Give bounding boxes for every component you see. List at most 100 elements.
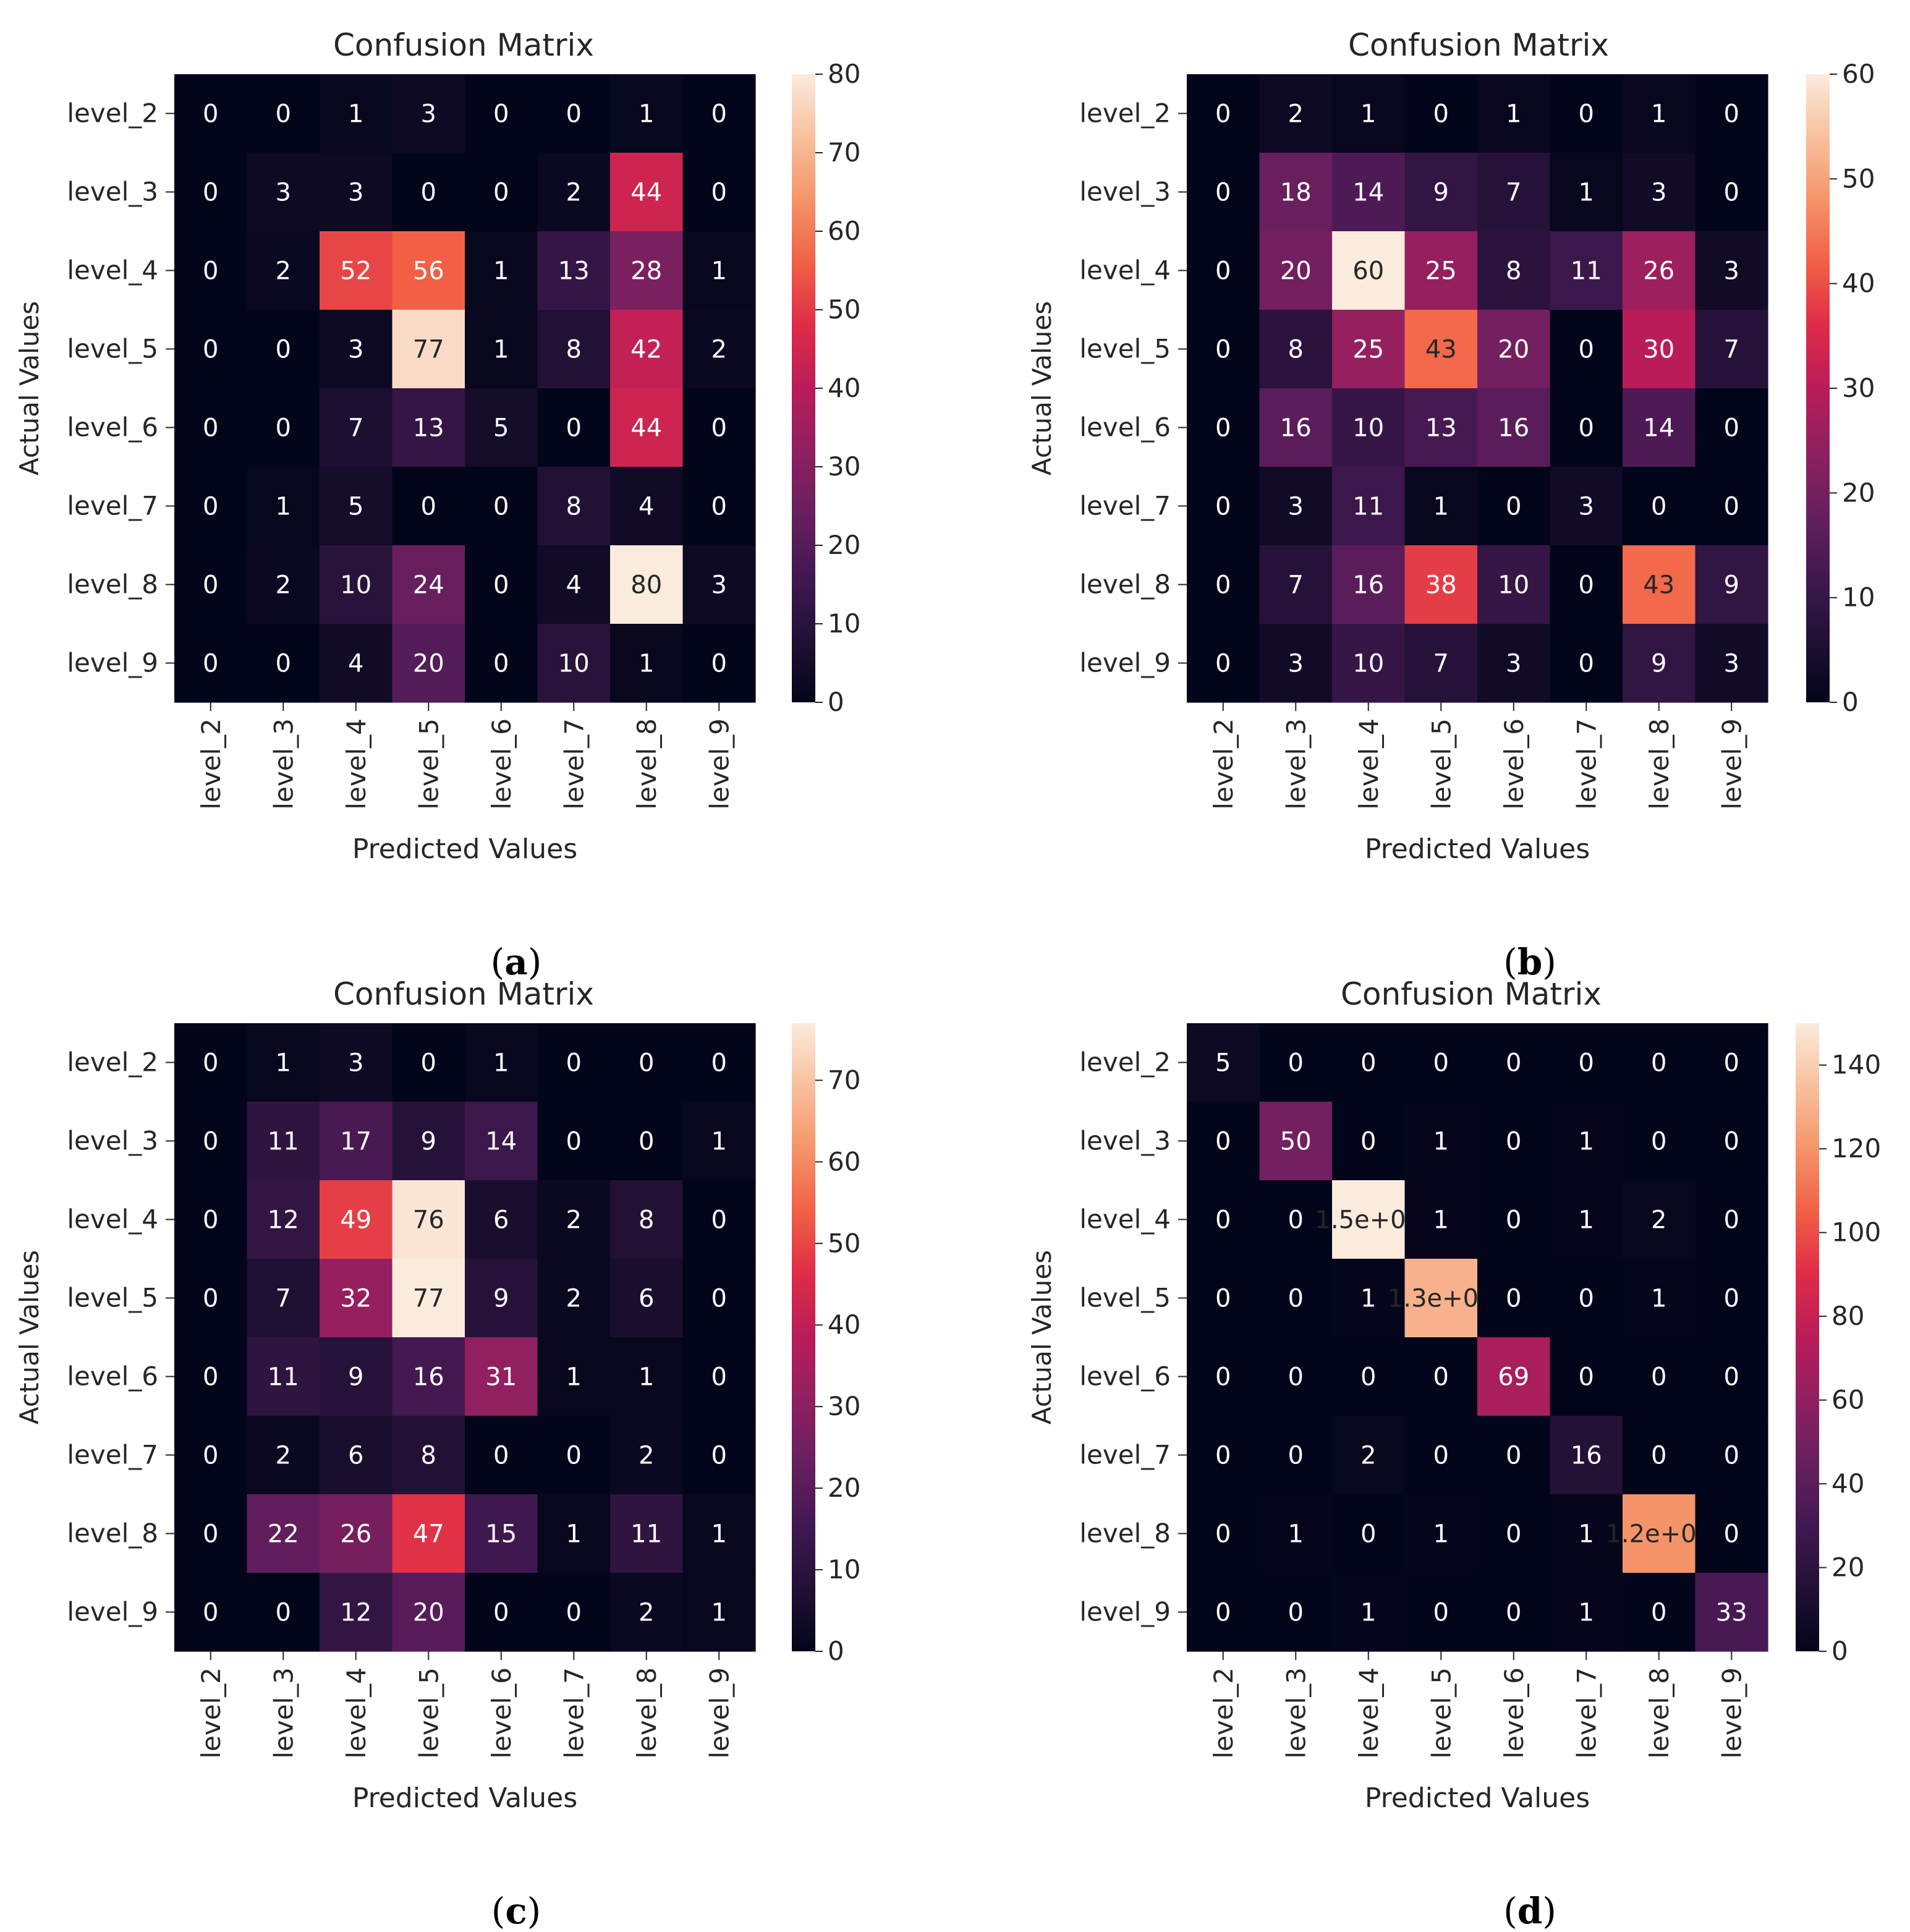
heatmap-cell — [1259, 310, 1333, 389]
colorbar-tick-label: 70 — [828, 1065, 860, 1095]
y-tick-label: level_3 — [67, 1126, 158, 1156]
heatmap-cell — [610, 1259, 684, 1338]
cell-value: 1 — [711, 1599, 727, 1627]
x-tick-label: level_5 — [1426, 1667, 1456, 1759]
heatmap-cell — [465, 388, 538, 467]
colorbar — [1796, 1023, 1819, 1651]
heatmap-cell — [537, 1337, 611, 1416]
cell-value: 9 — [493, 1285, 509, 1313]
cell-value: 16 — [1280, 414, 1312, 443]
cell-value: 10 — [340, 571, 371, 600]
cell-value: 0 — [1215, 1206, 1231, 1235]
heatmap-cell — [392, 467, 465, 546]
heatmap-cell — [682, 1180, 756, 1259]
y-tick-label: level_7 — [67, 1440, 158, 1470]
heatmap-cell — [174, 1180, 248, 1259]
cell-value: 77 — [413, 1285, 444, 1313]
cell-value: 0 — [566, 1442, 582, 1470]
cell-value: 1 — [493, 257, 509, 286]
cell-value: 16 — [1571, 1442, 1602, 1470]
cell-value: 26 — [1643, 257, 1674, 286]
cell-value: 0 — [421, 493, 436, 521]
cell-value: 16 — [1352, 571, 1384, 600]
cell-value: 56 — [413, 257, 444, 286]
y-tick-label: level_5 — [67, 334, 158, 364]
heatmap-cell — [1477, 1337, 1551, 1416]
heatmap-cell — [247, 1494, 320, 1573]
heatmap-cell — [392, 231, 465, 310]
heatmap-cell — [1404, 1494, 1478, 1573]
heatmap-cell — [1187, 1494, 1260, 1573]
cell-value: 0 — [203, 257, 218, 286]
heatmap-cell — [537, 231, 611, 310]
colorbar-tick-label: 40 — [828, 373, 860, 403]
panel-label-letter: a — [504, 941, 528, 983]
x-tick-label: level_2 — [196, 1667, 226, 1759]
cell-value: 0 — [1215, 257, 1231, 286]
cell-value: 0 — [1506, 1128, 1521, 1156]
heatmap-cell — [320, 467, 393, 546]
x-tick-label: level_3 — [1281, 718, 1311, 810]
heatmap-cell — [1187, 545, 1260, 624]
cell-value: 17 — [340, 1128, 371, 1156]
cell-value: 0 — [639, 1049, 654, 1078]
heatmap-cell — [1404, 310, 1478, 389]
y-tick-label: level_7 — [1079, 491, 1171, 521]
heatmap-cell — [392, 388, 465, 467]
cell-value: 0 — [276, 1599, 291, 1627]
panel-label-letter: b — [1517, 941, 1543, 983]
heatmap-cell — [1259, 624, 1333, 703]
colorbar-tick-label: 0 — [828, 1636, 844, 1666]
colorbar-tick-label: 60 — [828, 1146, 860, 1177]
x-tick-label: level_4 — [341, 1667, 371, 1759]
cell-value: 0 — [493, 571, 509, 600]
cell-value: 1 — [493, 336, 509, 364]
heatmap-cell — [1477, 388, 1551, 467]
heatmap-cell — [320, 153, 393, 232]
colorbar-tick-label: 50 — [1842, 163, 1875, 194]
y-tick-label: level_4 — [67, 1204, 158, 1235]
heatmap-cell — [1550, 624, 1623, 703]
heatmap-cell — [1550, 1102, 1623, 1181]
cell-value: 50 — [1280, 1128, 1312, 1156]
x-tick-label: level_7 — [559, 1667, 589, 1759]
cell-value: 0 — [1288, 1049, 1304, 1078]
panel-label-close: ) — [1542, 941, 1556, 983]
heatmap-cell — [1187, 624, 1260, 703]
heatmap-cell — [247, 310, 320, 389]
heatmap-cell — [1259, 1102, 1333, 1181]
x-tick-label: level_9 — [1717, 1667, 1747, 1759]
heatmap-cell — [174, 1102, 248, 1181]
x-tick-label: level_8 — [632, 1667, 662, 1759]
heatmap-cell — [1695, 467, 1768, 546]
cell-value: 11 — [1571, 257, 1602, 286]
heatmap-cell — [682, 1023, 756, 1102]
heatmap-cell — [1404, 1180, 1478, 1259]
cell-value: 0 — [203, 571, 218, 600]
heatmap-cell — [320, 1573, 393, 1652]
x-axis-label: Predicted Values — [352, 1782, 577, 1814]
panel-label-letter: c — [505, 1890, 527, 1932]
heatmap-cell — [610, 1494, 684, 1573]
heatmap-cell — [682, 467, 756, 546]
heatmap-cell — [392, 1573, 465, 1652]
cell-value: 11 — [1352, 493, 1384, 521]
cell-value: 47 — [413, 1520, 444, 1549]
cell-value: 33 — [1716, 1599, 1747, 1627]
panel-label-open: ( — [491, 941, 505, 983]
colorbar — [792, 74, 815, 702]
heatmap-cell — [1332, 74, 1406, 153]
cell-value: 0 — [1215, 1285, 1231, 1313]
heatmap-cell — [1259, 1180, 1333, 1259]
x-tick-label: level_8 — [1644, 1667, 1674, 1759]
heatmap-cell — [1623, 231, 1696, 310]
x-tick-label: level_8 — [632, 718, 662, 810]
cell-value: 0 — [276, 650, 291, 678]
heatmap-cell — [1332, 1416, 1406, 1495]
heatmap-cell — [392, 1337, 465, 1416]
heatmap-cell — [465, 74, 538, 153]
cell-value: 8 — [566, 493, 582, 521]
heatmap-cell — [247, 74, 320, 153]
cell-value: 0 — [711, 1363, 727, 1392]
heatmap-cell — [247, 545, 320, 624]
